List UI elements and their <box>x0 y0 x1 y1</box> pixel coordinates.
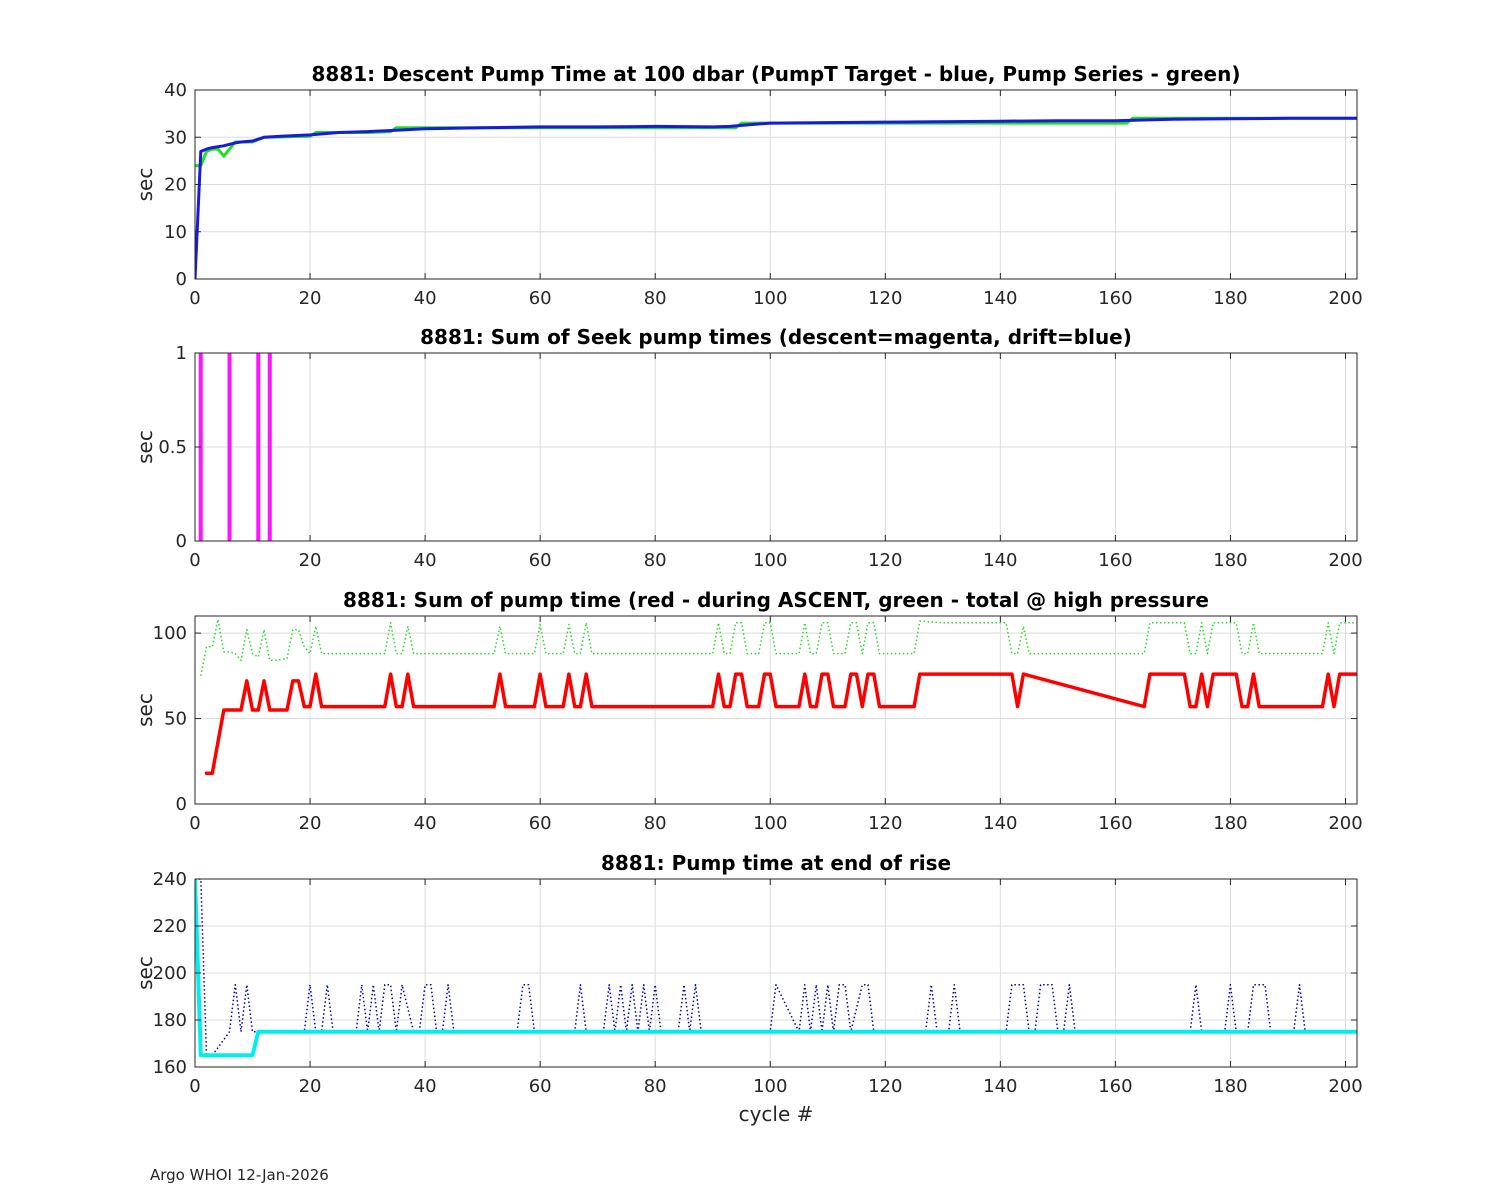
x-tick-label: 140 <box>983 1076 1017 1097</box>
x-tick-label: 160 <box>1098 288 1132 309</box>
chart-title: 8881: Sum of pump time (red - during ASC… <box>343 588 1209 612</box>
series-group <box>195 879 1357 1058</box>
axes-frame <box>194 615 1358 805</box>
x-tick-label: 40 <box>414 1076 437 1097</box>
x-tick-label: 0 <box>189 1076 200 1097</box>
footer-credit: Argo WHOI 12-Jan-2026 <box>150 1166 329 1184</box>
y-tick-label: 20 <box>164 175 187 196</box>
x-tick-label: 120 <box>868 813 902 834</box>
y-axis-label: sec <box>133 430 157 464</box>
x-tick-label: 160 <box>1098 550 1132 571</box>
series-line-2 <box>204 672 1357 775</box>
chart-title: 8881: Descent Pump Time at 100 dbar (Pum… <box>312 62 1241 86</box>
chart-title: 8881: Pump time at end of rise <box>601 851 951 875</box>
x-tick-label: 80 <box>644 288 667 309</box>
chart-panel-2: 0 20 40 60 80 100 120 140 160 180 200 0 0.5 1 8881: Su… <box>133 325 1363 571</box>
y-tick-label: 1 <box>176 343 187 364</box>
x-tick-label: 180 <box>1213 550 1247 571</box>
x-tick-label: 180 <box>1213 813 1247 834</box>
x-tick-label: 120 <box>868 1076 902 1097</box>
series-line-2 <box>195 879 1357 1058</box>
plot-background <box>195 616 1357 804</box>
x-tick-label: 120 <box>868 288 902 309</box>
y-tick-label: 240 <box>153 869 187 890</box>
y-tick-label: 40 <box>164 80 187 101</box>
y-tick-label: 0.5 <box>158 437 187 458</box>
x-tick-label: 100 <box>753 288 787 309</box>
y-tick-label: 30 <box>164 127 187 148</box>
x-tick-label: 100 <box>753 1076 787 1097</box>
x-tick-label: 0 <box>189 288 200 309</box>
x-tick-label: 20 <box>299 1076 322 1097</box>
x-tick-label: 20 <box>299 813 322 834</box>
y-tick-label: 200 <box>153 963 187 984</box>
x-tick-label: 40 <box>414 288 437 309</box>
x-tick-label: 60 <box>529 288 552 309</box>
x-tick-label: 160 <box>1098 813 1132 834</box>
x-tick-label: 200 <box>1328 550 1362 571</box>
series-line-2 <box>195 116 1357 279</box>
chart-panel-4: 0 20 40 60 80 100 120 140 160 180 200 160 180 200 220 2… <box>133 851 1363 1126</box>
x-tick-label: 80 <box>644 550 667 571</box>
x-tick-label: 100 <box>753 550 787 571</box>
y-tick-label: 10 <box>164 222 187 243</box>
x-tick-label: 140 <box>983 288 1017 309</box>
x-tick-label: 20 <box>299 550 322 571</box>
x-tick-label: 120 <box>868 550 902 571</box>
y-axis-label: sec <box>133 956 157 990</box>
x-tick-label: 0 <box>189 550 200 571</box>
x-tick-label: 160 <box>1098 1076 1132 1097</box>
series-group <box>195 116 1357 279</box>
x-tick-label: 200 <box>1328 288 1362 309</box>
y-tick-label: 220 <box>153 916 187 937</box>
x-tick-label: 80 <box>644 1076 667 1097</box>
y-axis-label: sec <box>133 168 157 202</box>
y-tick-label: 100 <box>153 623 187 644</box>
chart-panel-1: 0 20 40 60 80 100 120 140 160 180 200 0 10 20 30 40 8881… <box>133 62 1363 309</box>
x-tick-label: 40 <box>414 550 437 571</box>
x-tick-label: 200 <box>1328 1076 1362 1097</box>
y-tick-label: 0 <box>176 269 187 290</box>
x-tick-label: 20 <box>299 288 322 309</box>
y-axis-label: sec <box>133 693 157 727</box>
y-tick-label: 0 <box>176 794 187 815</box>
x-tick-label: 180 <box>1213 1076 1247 1097</box>
x-tick-label: 140 <box>983 550 1017 571</box>
x-tick-label: 200 <box>1328 813 1362 834</box>
x-tick-label: 40 <box>414 813 437 834</box>
x-tick-label: 100 <box>753 813 787 834</box>
x-tick-label: 140 <box>983 813 1017 834</box>
x-tick-label: 60 <box>529 1076 552 1097</box>
y-tick-label: 160 <box>153 1057 187 1078</box>
chart-panel-3: 0 20 40 60 80 100 120 140 160 180 200 0 50 100 8881: S… <box>133 588 1363 834</box>
chart-title: 8881: Sum of Seek pump times (descent=ma… <box>420 325 1132 349</box>
x-tick-label: 60 <box>529 550 552 571</box>
y-tick-label: 0 <box>176 531 187 552</box>
y-tick-label: 50 <box>164 709 187 730</box>
x-axis-label: cycle # <box>739 1102 814 1126</box>
x-tick-label: 0 <box>189 813 200 834</box>
x-tick-label: 80 <box>644 813 667 834</box>
x-tick-label: 180 <box>1213 288 1247 309</box>
series-group <box>200 618 1357 775</box>
x-tick-label: 60 <box>529 813 552 834</box>
y-tick-label: 180 <box>153 1010 187 1031</box>
series-line-1 <box>200 618 1357 676</box>
